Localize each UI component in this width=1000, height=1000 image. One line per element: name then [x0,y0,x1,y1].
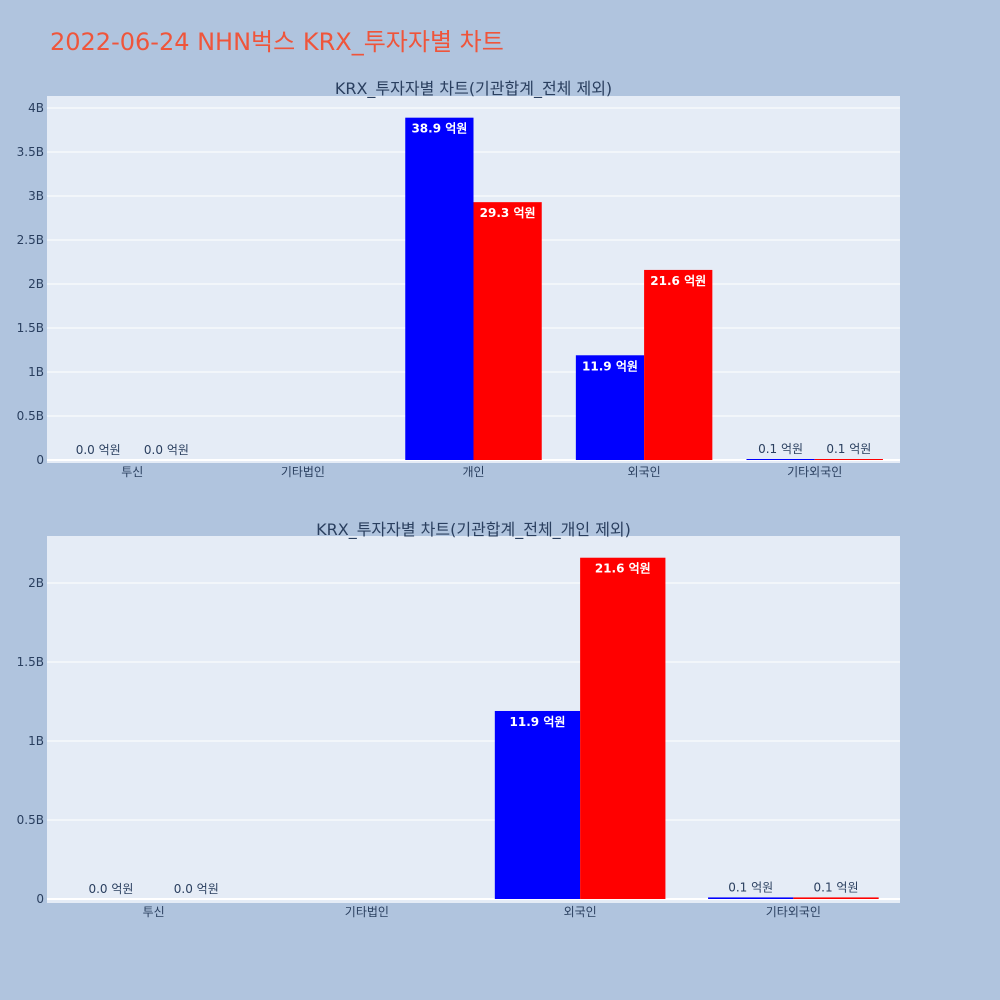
y-tick-label: 1.5B [17,321,44,335]
x-tick-label: 기타법인 [345,905,389,919]
panel-title: KRX_투자자별 차트(기관합계_전체_개인 제외) [316,520,631,540]
bar-value-label: 0.0 억원 [144,443,189,457]
bar-value-label: 38.9 억원 [411,122,467,136]
x-tick-label: 기타외국인 [787,465,842,479]
x-tick-label: 외국인 [564,905,597,919]
bar-value-label: 0.0 억원 [88,882,133,896]
x-tick-label: 기타외국인 [766,905,821,919]
y-tick-label: 1B [28,734,44,748]
sell-bar [580,557,666,899]
chart-panel-2: KRX_투자자별 차트(기관합계_전체_개인 제외) 0 0.5B 1B 1.5B 2B 투… [17,520,900,919]
panel-title: KRX_투자자별 차트(기관합계_전체 제외) [335,79,612,99]
y-tick-label: 0 [36,453,44,467]
bar-value-label: 11.9 억원 [510,715,566,729]
sell-bar [793,897,879,899]
y-tick-label: 4B [28,101,44,115]
sell-bar [644,269,713,460]
figure-title: 2022-06-24 NHN벅스 KRX_투자자별 차트 [50,28,504,56]
plot-area [47,536,900,903]
chart-panel-1: KRX_투자자별 차트(기관합계_전체 제외) 0 0.5B 1B 1.5B 2B 2.5B… [17,79,900,479]
bar-value-label: 0.1 억원 [728,880,773,894]
bar-value-label: 29.3 억원 [480,206,536,220]
x-tick-label: 기타법인 [281,465,325,479]
y-tick-label: 1B [28,365,44,379]
y-tick-label: 0.5B [17,813,44,827]
bar-value-label: 0.1 억원 [826,442,871,456]
buy-bar [746,459,815,460]
y-tick-label: 3.5B [17,145,44,159]
bar-value-label: 21.6 억원 [650,274,706,288]
y-tick-label: 0.5B [17,409,44,423]
buy-bar [405,117,474,461]
sell-bar [814,459,883,460]
x-tick-label: 투신 [121,465,143,479]
y-tick-label: 3B [28,189,44,203]
bar-value-label: 0.1 억원 [758,442,803,456]
buy-bar [494,710,581,899]
bar-value-label: 0.0 억원 [174,882,219,896]
y-tick-label: 2.5B [17,233,44,247]
buy-bar [708,897,794,899]
sell-bar [473,202,542,460]
y-tick-label: 1.5B [17,655,44,669]
y-tick-label: 2B [28,576,44,590]
x-tick-label: 외국인 [628,465,661,479]
bar-value-label: 0.1 억원 [814,880,859,894]
bar-value-label: 11.9 억원 [582,359,638,373]
x-tick-label: 개인 [462,465,484,479]
y-tick-label: 2B [28,277,44,291]
y-tick-label: 0 [36,892,44,906]
buy-bar [575,355,645,460]
bar-value-label: 21.6 억원 [595,562,651,576]
x-tick-label: 투신 [143,905,165,919]
bar-value-label: 0.0 억원 [76,443,121,457]
